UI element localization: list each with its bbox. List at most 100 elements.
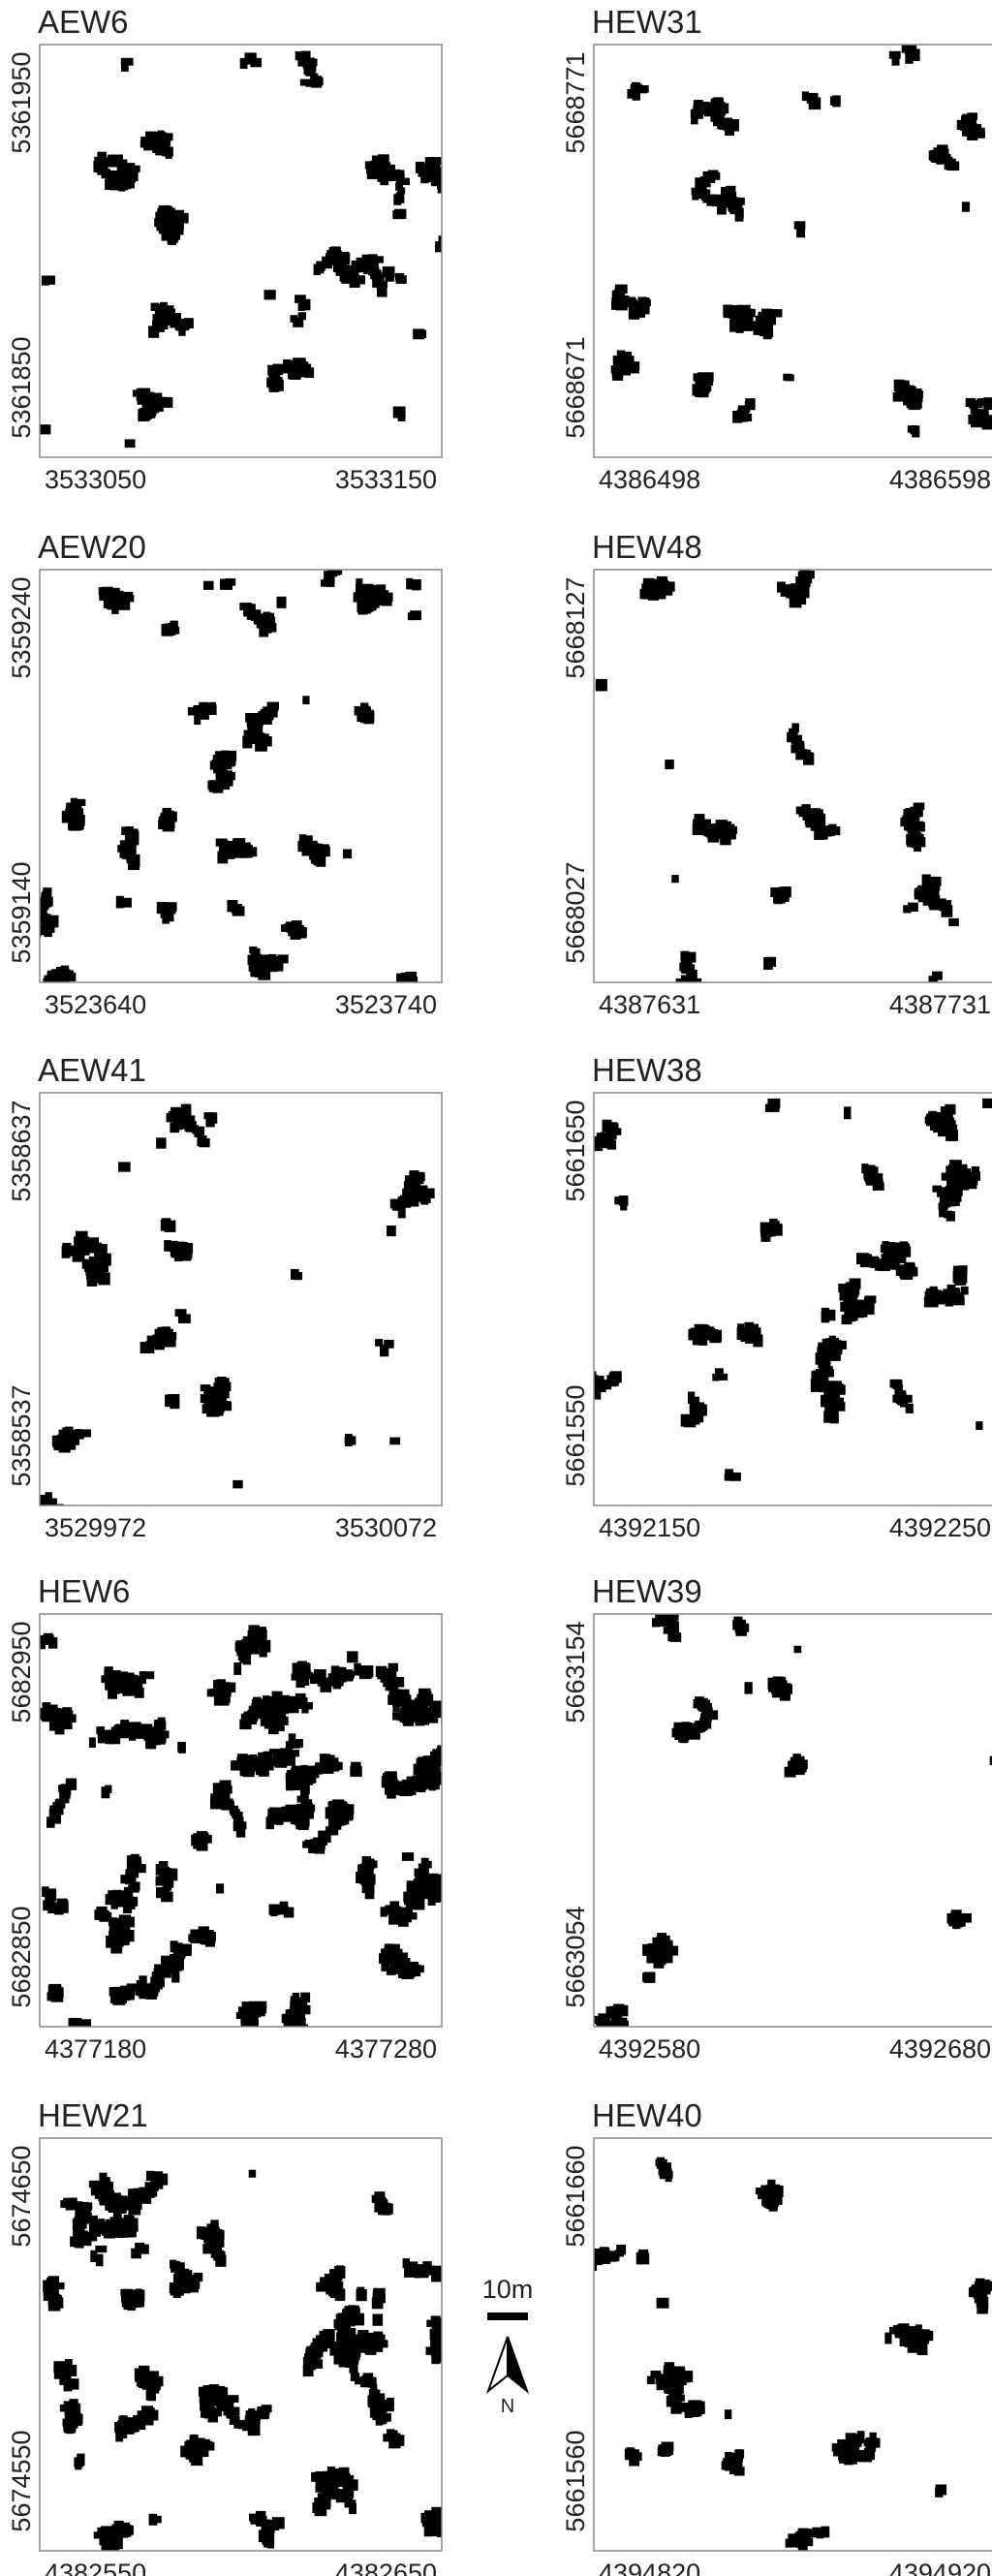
patch	[250, 57, 262, 68]
patch	[101, 169, 111, 179]
patch	[114, 1724, 123, 1733]
patch	[34, 1505, 46, 1513]
patch	[88, 1257, 101, 1268]
patch	[437, 1887, 442, 1895]
patch	[741, 413, 753, 422]
patch	[663, 1614, 671, 1616]
patch	[683, 964, 696, 973]
patch	[336, 1807, 349, 1816]
patch	[663, 2365, 673, 2374]
patch	[828, 823, 837, 835]
patch	[86, 1237, 100, 1248]
patch	[329, 1820, 342, 1830]
patch	[946, 1194, 954, 1207]
patch	[334, 2288, 346, 2301]
patch	[254, 616, 262, 625]
patch	[187, 2276, 200, 2284]
patch	[438, 235, 442, 246]
patch	[88, 2224, 101, 2237]
patch	[41, 892, 49, 900]
panel-frame	[39, 2137, 443, 2552]
patch	[945, 1103, 956, 1115]
x-label: 4377280	[335, 2034, 437, 2064]
patch	[220, 582, 233, 590]
patch	[594, 1375, 599, 1386]
y-label: 5674550	[7, 2430, 36, 2531]
patch	[179, 1314, 190, 1324]
patch	[983, 397, 992, 411]
patch	[161, 1891, 173, 1903]
patch	[150, 1976, 158, 1984]
patch	[415, 1185, 428, 1193]
x-label: 4382650	[335, 2559, 437, 2576]
patch	[57, 1904, 69, 1913]
patch	[793, 1645, 802, 1654]
patch	[257, 1702, 266, 1711]
patch	[885, 1242, 896, 1250]
patch	[420, 1857, 429, 1868]
patch	[395, 1697, 405, 1706]
patch	[32, 1512, 41, 1524]
x-label: 3529972	[45, 1513, 146, 1542]
patch	[796, 225, 806, 238]
x-label: 4392250	[889, 1513, 991, 1542]
patch	[163, 305, 174, 314]
patch	[427, 1893, 436, 1906]
patch	[960, 1286, 969, 1295]
patch	[693, 1699, 700, 1709]
patch	[944, 160, 952, 171]
patch	[704, 824, 718, 837]
patch	[259, 621, 272, 629]
patch	[0, 1637, 5, 1645]
patch	[416, 1190, 428, 1202]
patch	[217, 851, 229, 864]
x-label: 4392150	[599, 1513, 700, 1542]
patch	[167, 1957, 176, 1967]
patch	[905, 52, 914, 64]
patch	[156, 1887, 166, 1899]
patch	[422, 1888, 433, 1899]
patch	[277, 954, 289, 964]
patch	[563, 2263, 571, 2271]
patch	[662, 1951, 673, 1964]
patch	[150, 302, 159, 311]
patch	[811, 1371, 822, 1381]
patch	[315, 2470, 326, 2484]
patch	[296, 1661, 306, 1671]
patch	[132, 1722, 141, 1729]
patch	[616, 2017, 628, 2027]
patch	[656, 1937, 669, 1944]
patch	[392, 406, 406, 419]
patch	[177, 1249, 191, 1261]
patch	[184, 318, 194, 329]
patch	[424, 1761, 438, 1770]
y-label: 5674650	[7, 2145, 36, 2247]
panel-title: HEW48	[592, 529, 702, 565]
patch	[127, 2191, 140, 2204]
patch	[302, 1804, 316, 1813]
patch	[296, 1803, 305, 1815]
patch	[410, 579, 421, 589]
patch	[602, 2252, 611, 2265]
patch	[891, 1257, 899, 1270]
patch	[125, 1869, 135, 1878]
patch	[397, 1713, 408, 1722]
panel-title: HEW6	[38, 1573, 130, 1609]
patch	[139, 2377, 147, 2388]
patch	[843, 1292, 854, 1301]
canopy-patches	[32, 1103, 435, 1524]
patch	[65, 2422, 75, 2435]
patch	[326, 2467, 336, 2474]
x-label: 3530072	[335, 1513, 437, 1542]
patch	[184, 2444, 193, 2453]
patch	[281, 2013, 290, 2024]
canopy-patches	[594, 1614, 992, 2027]
patch	[971, 1165, 979, 1175]
patch	[599, 1134, 607, 1144]
patch	[155, 133, 165, 141]
patch	[42, 1702, 51, 1710]
patch	[64, 2359, 73, 2369]
